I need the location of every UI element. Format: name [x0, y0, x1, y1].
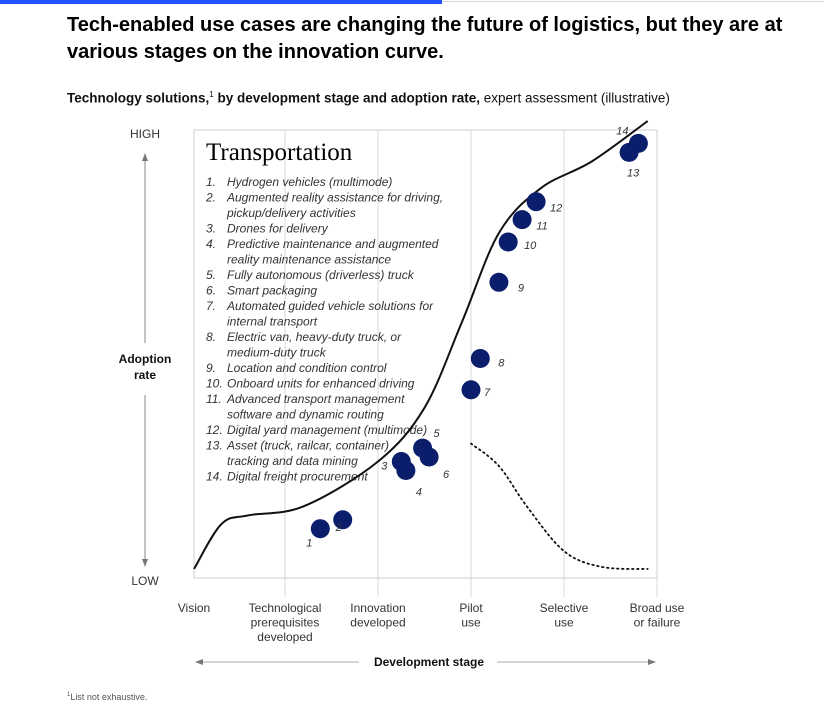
point-7: [461, 380, 481, 400]
subtitle-regular: expert assessment (illustrative): [480, 90, 670, 106]
point-label-5: 5: [434, 428, 441, 440]
top-divider: [442, 1, 824, 2]
legend-item-4-cont: reality maintenance assistance: [227, 253, 391, 267]
x-tick-0: Vision: [178, 601, 210, 615]
point-8: [470, 349, 490, 368]
y-axis-label: Adoption rate: [119, 352, 172, 382]
legend-item-8-cont: medium-duty truck: [227, 346, 327, 360]
legend-num-9: 9.: [206, 361, 216, 375]
subtitle-footnote-marker: 1: [209, 90, 214, 99]
accent-bar: [0, 0, 442, 4]
legend-num-4: 4.: [206, 237, 216, 251]
point-label-2: 2: [335, 522, 342, 534]
legend-item-11-cont: software and dynamic routing: [227, 408, 384, 422]
legend-item-8: Electric van, heavy-duty truck, or: [227, 330, 402, 344]
point-6: [419, 447, 439, 467]
legend-num-3: 3.: [206, 222, 216, 236]
legend-num-7: 7.: [206, 299, 216, 313]
legend-item-5: Fully autonomous (driverless) truck: [227, 268, 415, 282]
point-label-14: 14: [616, 125, 628, 137]
y-tick-low: LOW: [131, 574, 159, 588]
subtitle-bold: Technology solutions,: [67, 90, 210, 106]
point-9: [489, 272, 509, 292]
point-label-6: 6: [443, 469, 450, 481]
legend-item-10: Onboard units for enhanced driving: [227, 377, 415, 391]
y-tick-high: HIGH: [130, 127, 160, 141]
chart-frame: [193, 129, 658, 579]
legend-item-7-cont: internal transport: [227, 315, 318, 329]
legend-num-1: 1.: [206, 175, 216, 189]
point-12: [526, 192, 546, 212]
legend-num-13: 13.: [206, 439, 223, 453]
point-2: [333, 510, 353, 530]
legend-num-8: 8.: [206, 330, 216, 344]
legend-num-11: 11.: [206, 392, 222, 406]
legend-num-14: 14.: [206, 470, 223, 484]
chart-subtitle: Technology solutions,1 by development st…: [67, 90, 670, 106]
x-tick-5: Broad use or failure: [630, 601, 685, 630]
adoption-curve: [193, 120, 649, 570]
x-axis-label: Development stage: [374, 655, 484, 669]
x-tick-3: Pilot use: [459, 601, 483, 630]
legend-item-6: Smart packaging: [227, 284, 317, 298]
legend-item-12: Digital yard management (multimode): [227, 423, 427, 437]
legend-item-9: Location and condition control: [227, 361, 387, 375]
legend-item-3: Drones for delivery: [227, 222, 329, 236]
point-label-12: 12: [550, 203, 562, 215]
legend-item-14: Digital freight procurement: [227, 470, 368, 484]
legend-item-7: Automated guided vehicle solutions for: [226, 299, 434, 313]
point-label-3: 3: [381, 461, 388, 473]
legend-item-13-cont: tracking and data mining: [227, 454, 358, 468]
headline: Tech-enabled use cases are changing the …: [67, 14, 783, 63]
legend-item-11: Advanced transport management: [226, 392, 405, 406]
point-label-8: 8: [498, 358, 505, 370]
legend-num-12: 12.: [206, 423, 223, 437]
legend-item-1: Hydrogen vehicles (multimode): [227, 175, 392, 189]
legend-num-10: 10.: [206, 377, 223, 391]
point-label-13: 13: [627, 167, 640, 179]
legend-item-13: Asset (truck, railcar, container): [226, 439, 389, 453]
legend-num-6: 6.: [206, 284, 216, 298]
legend-item-2-cont: pickup/delivery activities: [226, 206, 356, 220]
point-label-9: 9: [518, 282, 524, 294]
point-label-11: 11: [536, 221, 547, 233]
point-label-7: 7: [484, 387, 491, 399]
legend-num-5: 5.: [206, 268, 216, 282]
subtitle-bold-2: by development stage and adoption rate,: [213, 90, 481, 106]
x-tick-4: Selective use: [540, 601, 589, 630]
point-label-10: 10: [524, 240, 537, 252]
point-label-1: 1: [306, 538, 312, 550]
footnote-marker: 1: [67, 692, 71, 698]
legend-item-4: Predictive maintenance and augmented: [227, 237, 439, 251]
x-tick-2: Innovation developed: [350, 601, 405, 630]
failure-curve: [470, 442, 649, 570]
point-14: [628, 133, 648, 153]
footnote-text: List not exhaustive.: [70, 692, 148, 702]
panel-title: Transportation: [206, 139, 353, 166]
point-11: [512, 210, 532, 230]
x-tick-1: Technological prerequisites developed: [249, 601, 322, 644]
point-label-4: 4: [416, 487, 422, 499]
footnote: 1List not exhaustive.: [67, 692, 147, 702]
legend-num-2: 2.: [205, 191, 216, 205]
point-10: [498, 232, 518, 252]
legend-item-2: Augmented reality assistance for driving…: [226, 191, 443, 205]
point-1: [310, 519, 330, 539]
point-4: [396, 461, 416, 480]
